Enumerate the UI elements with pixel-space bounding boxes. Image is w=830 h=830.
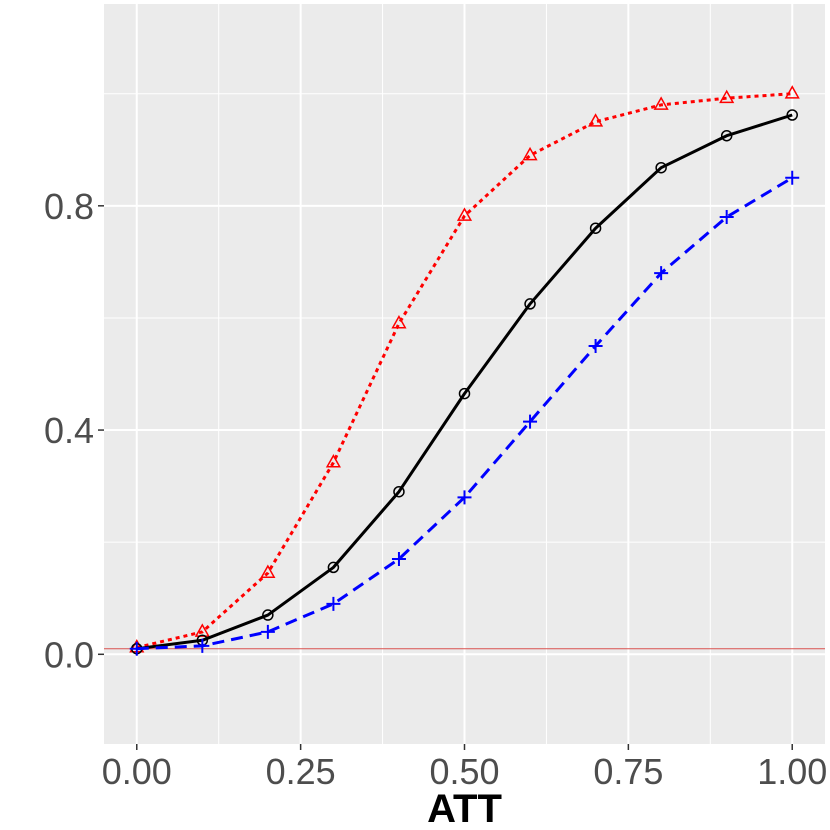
data-point-2-0 bbox=[129, 641, 144, 656]
data-point-2-5 bbox=[457, 490, 472, 505]
data-point-0-10 bbox=[784, 85, 800, 99]
data-point-0-5 bbox=[456, 207, 473, 221]
data-point-2-6 bbox=[523, 414, 538, 429]
data-point-2-2 bbox=[260, 624, 275, 639]
series-1 bbox=[131, 109, 798, 655]
data-point-2-1 bbox=[195, 638, 210, 653]
series-line-0 bbox=[136, 92, 793, 650]
data-point-2-7 bbox=[588, 338, 603, 353]
data-point-1-4 bbox=[393, 485, 405, 498]
data-point-1-5 bbox=[458, 387, 471, 400]
y-axis: 0.0 0.4 0.8 bbox=[44, 186, 104, 675]
data-point-0-7 bbox=[588, 113, 604, 127]
data-point-1-7 bbox=[589, 222, 602, 234]
data-point-2-3 bbox=[326, 596, 341, 611]
y-tick-label: 0.0 bbox=[44, 634, 94, 675]
series-line-1 bbox=[136, 113, 793, 651]
data-point-1-9 bbox=[720, 129, 733, 142]
x-tick-label: 0.00 bbox=[102, 751, 172, 792]
x-tick-label: 0.75 bbox=[593, 751, 663, 792]
y-tick-label: 0.4 bbox=[44, 410, 94, 451]
data-point-2-10 bbox=[785, 170, 800, 185]
data-point-0-8 bbox=[653, 96, 669, 110]
data-point-1-10 bbox=[786, 109, 798, 121]
data-point-2-9 bbox=[719, 210, 734, 225]
x-tick-label: 0.25 bbox=[266, 751, 336, 792]
data-point-1-6 bbox=[524, 298, 536, 310]
x-tick-label: 0.50 bbox=[429, 751, 499, 792]
data-point-0-6 bbox=[522, 146, 538, 161]
data-point-0-1 bbox=[194, 623, 210, 637]
data-point-2-8 bbox=[654, 266, 669, 281]
y-tick-label: 0.8 bbox=[44, 186, 94, 227]
data-point-1-3 bbox=[327, 561, 340, 574]
data-point-0-2 bbox=[260, 564, 276, 578]
data-point-1-8 bbox=[655, 161, 667, 174]
major-gridlines bbox=[104, 4, 825, 744]
series-0 bbox=[129, 85, 800, 653]
data-point-0-3 bbox=[325, 454, 341, 468]
series-layer bbox=[129, 85, 800, 656]
x-tick-label: 1.00 bbox=[757, 751, 827, 792]
data-point-0-4 bbox=[391, 315, 407, 329]
x-axis: 0.00 0.25 0.50 0.75 1.00 bbox=[102, 744, 827, 792]
data-point-1-2 bbox=[262, 609, 274, 621]
series-2 bbox=[129, 170, 800, 656]
data-point-2-4 bbox=[391, 552, 406, 566]
data-point-0-9 bbox=[719, 89, 735, 104]
x-axis-title: ATT bbox=[427, 787, 502, 830]
